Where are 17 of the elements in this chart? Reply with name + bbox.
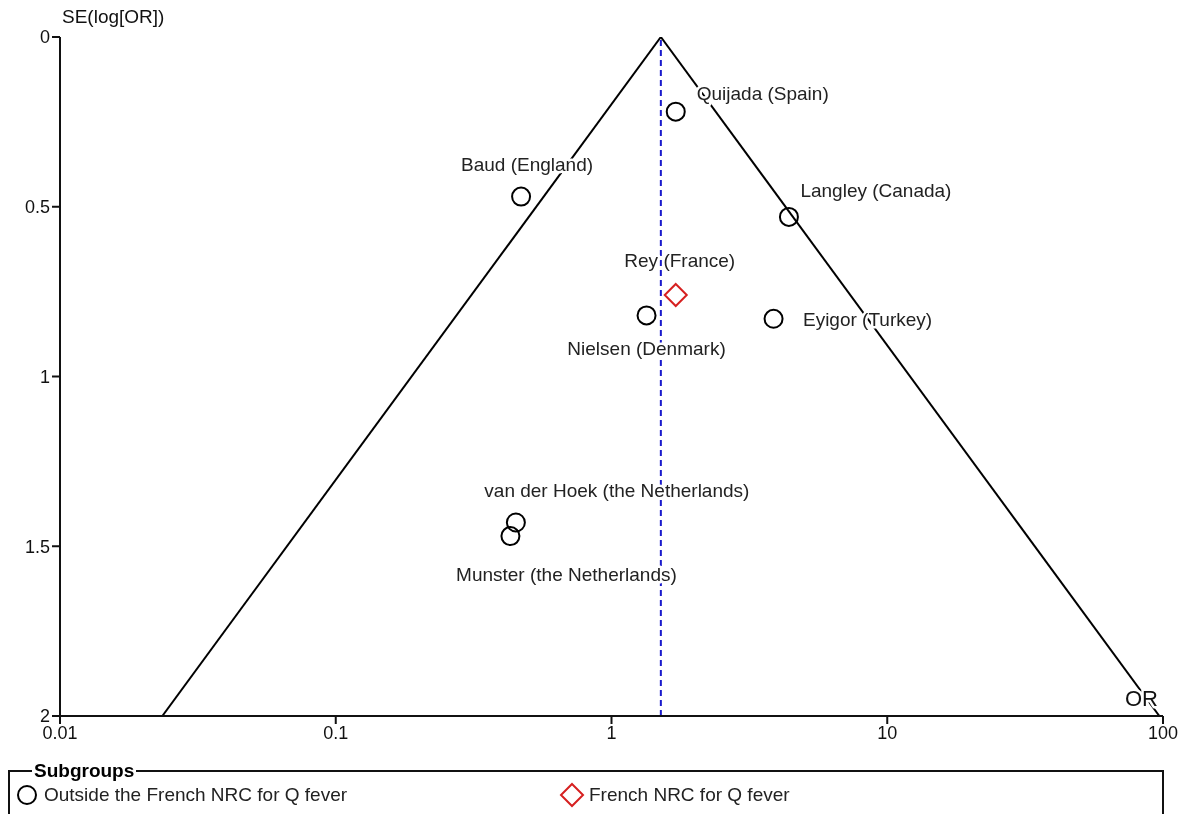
annotation: Langley (Canada) xyxy=(800,179,952,201)
legend-label: Outside the French NRC for Q fever xyxy=(44,784,348,806)
y-axis-title: SE(log[OR]) xyxy=(62,6,165,27)
x-tick-label: 0.1 xyxy=(323,722,349,743)
y-tick-label: 0.5 xyxy=(24,197,50,218)
y-tick-label: 1.5 xyxy=(24,536,50,557)
annotation: Rey (France) xyxy=(624,250,736,272)
x-tick-label: 100 xyxy=(1147,722,1179,743)
annotation: Nielsen (Denmark) xyxy=(567,338,726,360)
y-tick-label: 0 xyxy=(39,27,50,48)
legend-title: Subgroups xyxy=(33,760,136,782)
x-tick-label: 1 xyxy=(606,722,617,743)
legend-label: French NRC for Q fever xyxy=(589,784,790,806)
x-tick-label: 10 xyxy=(877,722,898,743)
y-tick-label: 1 xyxy=(39,366,50,387)
annotation: Munster (the Netherlands) xyxy=(456,564,677,586)
annotation: van der Hoek (the Netherlands) xyxy=(484,480,750,502)
